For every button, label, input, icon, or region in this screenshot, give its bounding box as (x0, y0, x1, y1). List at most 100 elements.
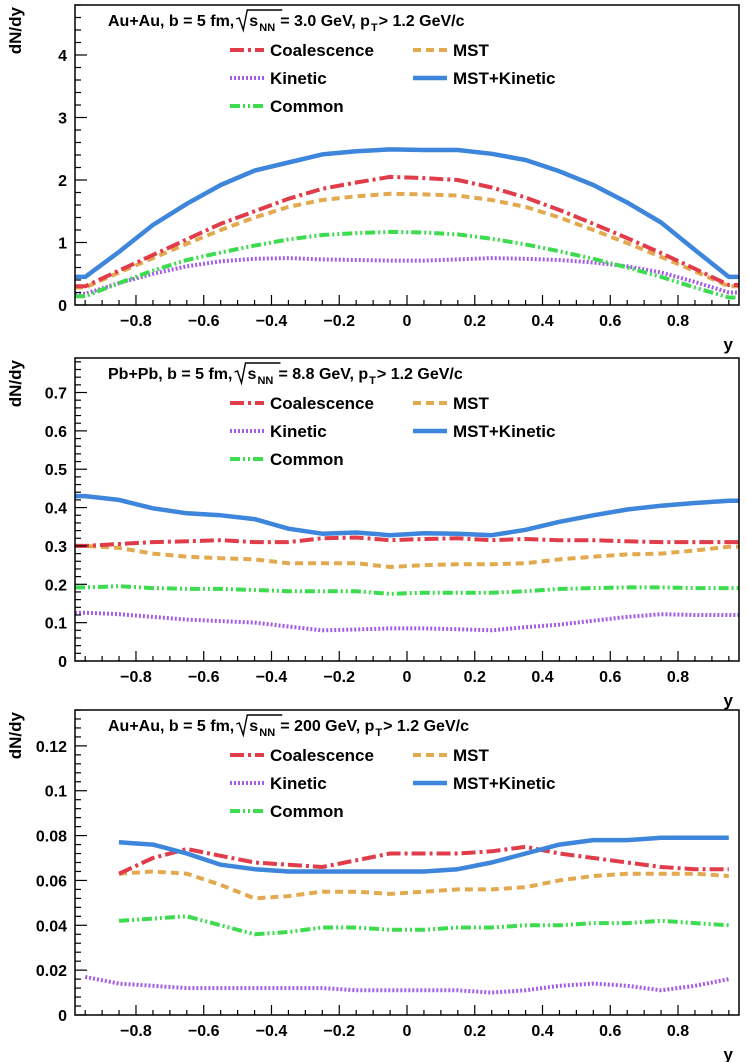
legend-label-coalescence: Coalescence (270, 394, 374, 413)
y-tick-label: 0.3 (45, 539, 67, 556)
series-line-common (75, 584, 739, 596)
legend-label-mst: MST (453, 394, 490, 413)
x-tick-label: −0.6 (188, 669, 220, 686)
series-line-coalescence (75, 535, 739, 548)
y-tick-label: 0.6 (45, 424, 67, 441)
y-tick-label: 2 (58, 173, 67, 190)
series-line-kinetic (75, 256, 739, 296)
sqrt-s-label: s (249, 718, 258, 735)
x-tick-label: −0.6 (188, 313, 220, 330)
x-tick-label: 0.6 (599, 313, 621, 330)
y-axis-title: dN/dy (6, 359, 25, 407)
y-tick-label: 0 (58, 654, 67, 671)
y-tick-label: 0.5 (45, 462, 67, 479)
series-line-mst-plus-kinetic (75, 493, 739, 538)
series-line-coalescence (118, 844, 729, 876)
legend-label-kinetic: Kinetic (270, 422, 327, 441)
legend-label-common: Common (270, 450, 344, 469)
y-tick-label: 0.7 (45, 386, 67, 403)
legend-label-kinetic: Kinetic (270, 774, 327, 793)
y-tick-label: 0.08 (36, 829, 67, 846)
legend-label-mst-plus-kinetic: MST+Kinetic (453, 774, 556, 793)
legend-label-coalescence: Coalescence (270, 41, 374, 60)
x-tick-label: 0.4 (531, 1023, 553, 1040)
legend-label-kinetic: Kinetic (270, 69, 327, 88)
series-line-mst (118, 869, 729, 901)
x-tick-label: −0.2 (323, 669, 355, 686)
x-tick-label: −0.8 (120, 669, 152, 686)
series-line-mst-plus-kinetic (75, 147, 739, 280)
series-group (84, 835, 730, 995)
legend-label-mst-plus-kinetic: MST+Kinetic (453, 422, 556, 441)
x-tick-label: 0 (403, 669, 412, 686)
series-group (75, 493, 739, 633)
x-tick-label: −0.2 (323, 313, 355, 330)
series-line-common (75, 229, 739, 300)
series-line-kinetic (75, 610, 739, 633)
y-tick-label: 1 (58, 236, 67, 253)
series-line-coalescence (75, 174, 739, 289)
pt-cut-label: > 1.2 GeV/c (383, 718, 469, 735)
pt-subscript: T (369, 375, 376, 387)
energy-label: = 3.0 GeV, p (280, 13, 370, 30)
x-tick-label: −0.4 (256, 669, 288, 686)
series-line-mst (75, 543, 739, 569)
sqrt-symbol (236, 9, 283, 33)
sqrt-s-label: s (247, 366, 256, 383)
series-line-kinetic (84, 974, 730, 995)
x-tick-label: −0.4 (256, 1023, 288, 1040)
legend-label-mst-plus-kinetic: MST+Kinetic (453, 69, 556, 88)
panel-2: −0.8 −0.6 −0.4 −0.2 0 0.2 0.4 0.6 0.8 0 0.1 0.2 0.3 0… (6, 357, 740, 710)
x-tick-label: 0.8 (667, 1023, 689, 1040)
x-tick-label: 0 (403, 1023, 412, 1040)
x-tick-label: 0.2 (464, 669, 486, 686)
panel-1: −0.8 −0.6 −0.4 −0.2 0 0.2 0.4 0.6 0.8 0 1 2 3 4 y dN/dy… (6, 4, 740, 354)
x-tick-label: 0.2 (464, 1023, 486, 1040)
pt-cut-label: > 1.2 GeV/c (377, 366, 463, 383)
x-tick-label: 0.6 (599, 1023, 621, 1040)
y-axis-title: dN/dy (6, 6, 25, 54)
y-tick-label: 0.4 (45, 501, 67, 518)
legend-label-common: Common (270, 802, 344, 821)
y-axis-title: dN/dy (6, 711, 25, 759)
x-axis-title: y (724, 1045, 734, 1062)
legend-label-mst: MST (453, 41, 490, 60)
sqrt-subscript: NN (259, 727, 275, 739)
x-axis-title: y (724, 691, 734, 710)
x-tick-label: 0.6 (599, 669, 621, 686)
energy-label: = 200 GeV, p (280, 718, 374, 735)
y-tick-label: 3 (58, 111, 67, 128)
y-tick-label: 0.1 (45, 616, 67, 633)
panel-title: Au+Au, b = 5 fm, (108, 13, 234, 30)
x-tick-label: 0.4 (531, 669, 553, 686)
y-tick-label: 0 (58, 298, 67, 315)
panel-title: Au+Au, b = 5 fm, (108, 718, 234, 735)
energy-label: = 8.8 GeV, p (278, 366, 368, 383)
y-tick-label: 0.2 (45, 577, 67, 594)
series-line-mst-plus-kinetic (118, 835, 729, 874)
x-tick-label: −0.4 (256, 313, 288, 330)
series-group (75, 147, 739, 300)
y-tick-label: 0.02 (36, 963, 67, 980)
y-tick-label: 4 (58, 48, 67, 65)
panel-3: −0.8 −0.6 −0.4 −0.2 0 0.2 0.4 0.6 0.8 0 0.02 0.04 0.… (6, 709, 740, 1062)
x-tick-label: 0.4 (531, 313, 553, 330)
panel-title: Pb+Pb, b = 5 fm, (108, 366, 232, 383)
series-line-common (118, 914, 729, 937)
x-tick-label: 0.8 (667, 313, 689, 330)
sqrt-s-label: s (249, 13, 258, 30)
y-tick-label: 0.04 (36, 918, 67, 935)
y-tick-label: 0.1 (45, 784, 67, 801)
x-tick-label: −0.8 (120, 1023, 152, 1040)
sqrt-symbol (236, 714, 283, 738)
x-tick-label: 0.8 (667, 669, 689, 686)
x-tick-label: −0.6 (188, 1023, 220, 1040)
x-tick-label: −0.8 (120, 313, 152, 330)
pt-subscript: T (371, 22, 378, 34)
y-tick-label: 0 (58, 1008, 67, 1025)
sqrt-symbol (234, 362, 281, 386)
x-tick-label: −0.2 (323, 1023, 355, 1040)
pt-cut-label: > 1.2 GeV/c (379, 13, 465, 30)
x-tick-label: 0 (403, 313, 412, 330)
